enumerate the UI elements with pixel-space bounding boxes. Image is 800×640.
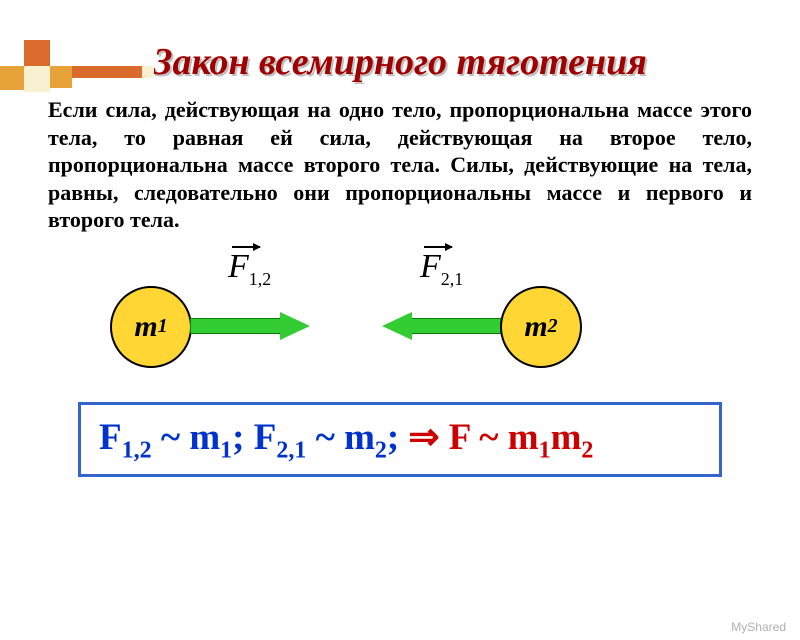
vector-arrow-icon — [424, 246, 452, 248]
deco-square — [24, 66, 50, 92]
deco-square — [72, 66, 142, 78]
force-diagram: m1 F1,2 F2,1 m2 — [0, 248, 800, 388]
deco-square — [142, 66, 154, 78]
watermark: MyShared — [731, 620, 786, 634]
deco-square — [50, 66, 72, 88]
formula-box: F1,2 ~ m1; F2,1 ~ m2; ⇒ F ~ m1m2 — [78, 402, 722, 477]
force-label-12: F1,2 — [228, 248, 271, 290]
force-label-21: F2,1 — [420, 248, 463, 290]
deco-square — [24, 40, 50, 66]
deco-square — [0, 66, 24, 90]
vector-arrow-icon — [232, 246, 260, 248]
arrow-left — [382, 312, 502, 340]
mass-2-label: m — [524, 310, 547, 344]
arrow-right — [190, 312, 310, 340]
mass-1-label: m — [134, 310, 157, 344]
mass-1: m1 — [110, 286, 192, 368]
mass-2: m2 — [500, 286, 582, 368]
corner-decoration — [0, 40, 200, 110]
body-paragraph: Если сила, действующая на одно тело, про… — [0, 96, 800, 234]
mass-2-sub: 2 — [548, 315, 558, 338]
mass-1-sub: 1 — [158, 315, 168, 338]
